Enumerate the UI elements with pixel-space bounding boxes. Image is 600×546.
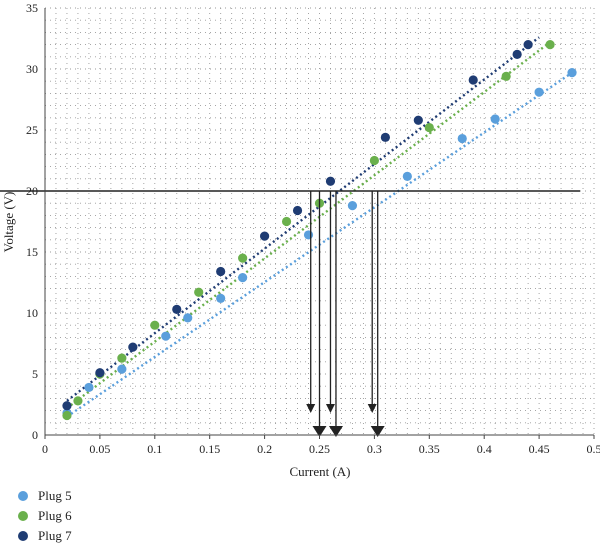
x-tick-label: 0.05 bbox=[89, 442, 110, 456]
legend-item: Plug 7 bbox=[18, 526, 72, 546]
data-point bbox=[567, 68, 576, 77]
data-point bbox=[73, 396, 82, 405]
data-point bbox=[293, 206, 302, 215]
x-tick-label: 0.5 bbox=[587, 442, 600, 456]
drop-arrowhead bbox=[306, 404, 315, 413]
legend-swatch bbox=[18, 491, 28, 501]
legend-item: Plug 5 bbox=[18, 486, 72, 506]
legend-label: Plug 6 bbox=[38, 508, 72, 524]
x-tick-label: 0.2 bbox=[257, 442, 272, 456]
data-point bbox=[326, 177, 335, 186]
chart: 0 0.05 0.1 0.15 0.2 0.25 0.3 0.35 0.4 0.45 0.5 0 5 10… bbox=[0, 0, 600, 485]
x-tick-label: 0.1 bbox=[147, 442, 162, 456]
data-point bbox=[216, 294, 225, 303]
data-point bbox=[381, 133, 390, 142]
data-point bbox=[194, 288, 203, 297]
y-tick-label: 10 bbox=[26, 306, 38, 320]
data-point bbox=[183, 313, 192, 322]
legend: Plug 5 Plug 6 Plug 7 bbox=[18, 486, 72, 546]
y-tick-label: 5 bbox=[32, 367, 38, 381]
data-point bbox=[117, 354, 126, 363]
data-point bbox=[62, 401, 71, 410]
legend-swatch bbox=[18, 511, 28, 521]
y-tick-label: 15 bbox=[26, 245, 38, 259]
data-point bbox=[348, 201, 357, 210]
legend-swatch bbox=[18, 531, 28, 541]
data-point bbox=[403, 172, 412, 181]
data-point bbox=[414, 116, 423, 125]
data-point bbox=[260, 232, 269, 241]
x-tick-label: 0 bbox=[42, 442, 48, 456]
y-tick-label: 35 bbox=[26, 1, 38, 15]
x-tick-label: 0.4 bbox=[477, 442, 492, 456]
data-point bbox=[502, 72, 511, 81]
data-point bbox=[238, 273, 247, 282]
data-point bbox=[172, 305, 181, 314]
data-point bbox=[216, 267, 225, 276]
data-point bbox=[84, 383, 93, 392]
data-point bbox=[545, 40, 554, 49]
data-point bbox=[524, 40, 533, 49]
drop-arrowhead bbox=[326, 404, 335, 413]
x-tick-label: 0.35 bbox=[419, 442, 440, 456]
x-axis-title: Current (A) bbox=[289, 464, 350, 479]
data-point bbox=[458, 134, 467, 143]
x-tick-label: 0.3 bbox=[367, 442, 382, 456]
x-tick-label: 0.15 bbox=[199, 442, 220, 456]
y-tick-label: 25 bbox=[26, 123, 38, 137]
data-point bbox=[238, 254, 247, 263]
data-point bbox=[95, 368, 104, 377]
data-point bbox=[491, 114, 500, 123]
data-point bbox=[469, 75, 478, 84]
data-point bbox=[62, 411, 71, 420]
x-tick-label: 0.45 bbox=[529, 442, 550, 456]
data-point bbox=[425, 123, 434, 132]
data-point bbox=[535, 88, 544, 97]
legend-label: Plug 5 bbox=[38, 488, 72, 504]
legend-item: Plug 6 bbox=[18, 506, 72, 526]
data-point bbox=[304, 230, 313, 239]
y-tick-label: 0 bbox=[32, 428, 38, 442]
data-point bbox=[282, 217, 291, 226]
data-point bbox=[370, 156, 379, 165]
data-point bbox=[150, 321, 159, 330]
y-axis-title: Voltage (V) bbox=[1, 192, 16, 253]
data-point bbox=[128, 343, 137, 352]
y-tick-label: 30 bbox=[26, 62, 38, 76]
data-point bbox=[161, 332, 170, 341]
data-point bbox=[117, 365, 126, 374]
trend-line bbox=[67, 37, 539, 401]
data-point bbox=[513, 50, 522, 59]
drop-arrowhead bbox=[368, 404, 377, 413]
y-tick-label: 20 bbox=[26, 184, 38, 198]
legend-label: Plug 7 bbox=[38, 528, 72, 544]
x-tick-label: 0.25 bbox=[309, 442, 330, 456]
